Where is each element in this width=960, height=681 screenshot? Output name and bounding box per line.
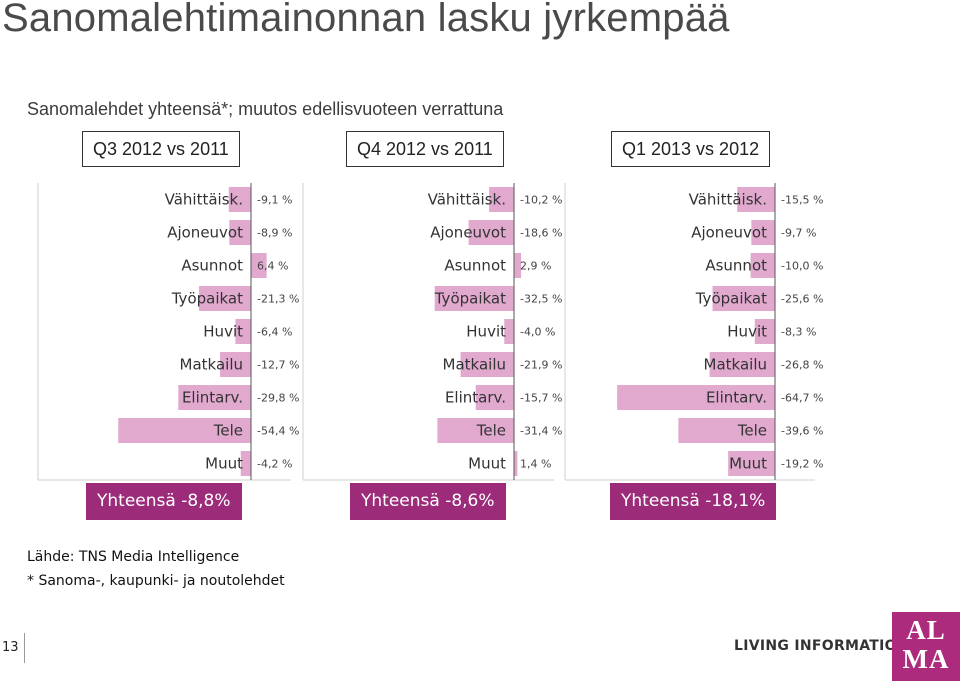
chart-2-bar [475, 385, 514, 410]
chart-1-total-badge: Yhteensä -8,8% [86, 483, 242, 520]
chart-1-value-label: -9,1 % [257, 194, 292, 207]
chart-3-value-label: -19,2 % [781, 458, 823, 471]
chart-3-bar [617, 385, 775, 410]
chart-1-category-label: Vähittäisk. [165, 191, 243, 209]
chart-1-bar [178, 385, 251, 410]
chart-1-category-label: Matkailu [180, 356, 243, 374]
chart-3-category-label: Vähittäisk. [689, 191, 767, 209]
chart-3-category-label: Asunnot [705, 257, 767, 275]
chart-2-bar [504, 319, 514, 344]
chart-2-value-label: -18,6 % [520, 227, 562, 240]
chart-1-category-label: Muut [205, 455, 243, 473]
chart-2-category-label: Tele [476, 422, 506, 440]
chart-3-bar [754, 319, 775, 344]
chart-1-value-label: -29,8 % [257, 392, 299, 405]
chart-2-value-label: -31,4 % [520, 425, 562, 438]
chart-1-bar [220, 352, 251, 377]
chart-1-category-label: Elintarv. [182, 389, 243, 407]
page-number: 13 [0, 633, 25, 663]
chart-1-bar [228, 187, 251, 212]
chart-2-bar [468, 220, 514, 245]
chart-3-value-label: -64,7 % [781, 392, 823, 405]
chart-1-bar [235, 319, 251, 344]
chart-1-category-label: Asunnot [181, 257, 243, 275]
chart-1-category-label: Tele [213, 422, 243, 440]
chart-1-value-label: -4,2 % [257, 458, 292, 471]
chart-3-value-label: -10,0 % [781, 260, 823, 273]
chart-1-bar [199, 286, 251, 311]
chart-2-value-label: 2,9 % [520, 260, 551, 273]
chart-3-period-label: Q1 2013 vs 2012 [611, 131, 771, 167]
chart-2-category-label: Työpaikat [434, 290, 506, 308]
chart-1-category-label: Työpaikat [171, 290, 243, 308]
chart-2-category-label: Elintarv. [445, 389, 506, 407]
chart-3-category-label: Huvit [727, 323, 767, 341]
chart-2-total-badge: Yhteensä -8,6% [350, 483, 506, 520]
source-note: Lähde: TNS Media Intelligence [27, 549, 240, 565]
chart-3-value-label: -26,8 % [781, 359, 823, 372]
chart-1-value-label: -6,4 % [257, 326, 292, 339]
chart-2-value-label: -15,7 % [520, 392, 562, 405]
chart-1-bar [251, 253, 267, 278]
chart-3-bar [678, 418, 775, 443]
chart-3-total-badge: Yhteensä -18,1% [610, 483, 777, 520]
chart-3-value-label: -8,3 % [781, 326, 816, 339]
chart-1-value-label: -12,7 % [257, 359, 299, 372]
chart-3-value-label: -15,5 % [781, 194, 823, 207]
chart-3-category-label: Työpaikat [695, 290, 767, 308]
alma-logo: AL MA [892, 612, 960, 681]
chart-2-value-label: -32,5 % [520, 293, 562, 306]
chart-1-bar [118, 418, 251, 443]
chart-1-value-label: -54,4 % [257, 425, 299, 438]
chart-2-category-label: Asunnot [444, 257, 506, 275]
chart-2-value-label: -21,9 % [520, 359, 562, 372]
chart-1-bar [240, 451, 251, 476]
chart-2-bar [514, 451, 518, 476]
chart-3-value-label: -25,6 % [781, 293, 823, 306]
chart-3-category-label: Ajoneuvot [691, 224, 767, 242]
footnote: * Sanoma-, kaupunki- ja noutolehdet [27, 573, 285, 589]
chart-1-value-label: 6,4 % [257, 260, 288, 273]
page-title: Sanomalehtimainonnan lasku jyrkempää [2, 0, 730, 40]
chart-3-bar [737, 187, 775, 212]
chart-2-category-label: Ajoneuvot [430, 224, 506, 242]
chart-3-category-label: Elintarv. [706, 389, 767, 407]
chart-1-value-label: -21,3 % [257, 293, 299, 306]
chart-3-category-label: Matkailu [704, 356, 767, 374]
chart-2-period-label: Q4 2012 vs 2011 [346, 131, 504, 167]
chart-2-bar [437, 418, 514, 443]
page-subtitle: Sanomalehdet yhteensä*; muutos edellisvu… [27, 99, 504, 119]
chart-1-bar [229, 220, 251, 245]
chart-3-bar [712, 286, 775, 311]
chart-2-category-label: Muut [468, 455, 506, 473]
tagline: LIVING INFORMATION [734, 638, 909, 654]
chart-2-value-label: 1,4 % [520, 458, 551, 471]
chart-3-value-label: -9,7 % [781, 227, 816, 240]
chart-2-category-label: Vähittäisk. [428, 191, 506, 209]
chart-2-bar [434, 286, 514, 311]
chart-3-bar [751, 220, 775, 245]
alma-logo-text: AL MA [902, 615, 950, 674]
chart-2-category-label: Huvit [466, 323, 506, 341]
chart-2-bar [460, 352, 514, 377]
chart-3-category-label: Muut [729, 455, 767, 473]
chart-3-category-label: Tele [737, 422, 767, 440]
chart-1-category-label: Ajoneuvot [167, 224, 243, 242]
chart-3-value-label: -39,6 % [781, 425, 823, 438]
chart-1-value-label: -8,9 % [257, 227, 292, 240]
chart-1-period-label: Q3 2012 vs 2011 [82, 131, 240, 167]
chart-2-bar [514, 253, 522, 278]
chart-3-bar [728, 451, 775, 476]
chart-2-value-label: -10,2 % [520, 194, 562, 207]
chart-1-category-label: Huvit [203, 323, 243, 341]
chart-3-bar [709, 352, 775, 377]
chart-2-category-label: Matkailu [443, 356, 506, 374]
chart-3-bar [750, 253, 775, 278]
chart-2-bar [489, 187, 514, 212]
chart-2-value-label: -4,0 % [520, 326, 555, 339]
